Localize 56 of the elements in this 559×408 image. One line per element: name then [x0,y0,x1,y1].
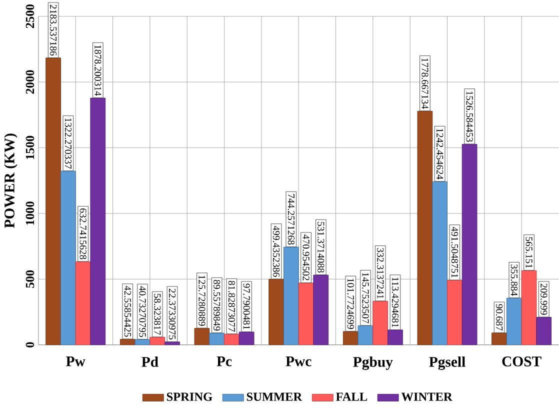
data-label: 22.37330975 [168,288,176,340]
data-label: 2183.537186 [50,5,57,56]
y-tick-label: 2000 [26,70,34,94]
bar [388,330,403,346]
data-label: 101.7724699 [347,278,354,330]
data-label: 125.7280889 [198,276,206,326]
bar [120,339,136,346]
x-tick-label: Pwc [286,356,312,367]
x-tick-label: Pgsell [429,356,466,370]
data-label: 90.687 [496,304,503,331]
data-label: 332.3137241 [377,248,384,299]
bar [238,332,254,346]
data-label: 499.4352386 [272,226,280,278]
bar [164,342,180,346]
data-label: 81.82873077 [228,281,236,332]
bar [224,334,240,346]
data-label: 1778.667134 [422,58,428,110]
data-label: 1242.454624 [436,129,444,180]
bar [150,337,166,346]
x-tick-label: Pw [66,356,86,367]
data-label: 42.55854425 [124,286,131,337]
y-axis-title: POWER (KW) [4,134,18,228]
x-tick-label: Pc [216,356,232,367]
x-tick-label: Pgbuy [353,356,393,370]
legend-label: FALL [336,392,368,402]
data-label: 209.999 [540,284,548,315]
y-tick-label: 1000 [26,202,34,225]
bar [194,328,210,346]
y-tick-label: 2500 [26,4,34,28]
data-label: 491.5048751 [451,227,458,278]
bar [342,331,358,346]
data-label: 40.73270795 [139,286,146,338]
data-label: 632.7415628 [80,208,86,260]
legend-label: SPRING [166,392,212,402]
bar [134,339,150,346]
x-tick-label: Pd [142,356,158,368]
legend-label: WINTER [401,392,452,402]
data-label: 470.954502 [302,234,310,281]
data-label: 355.884 [510,264,518,296]
x-tick-label: COST [502,356,542,367]
y-tick-label: 1500 [26,136,34,160]
data-label: 1526.584453 [466,92,473,142]
data-label: 113.4294681 [392,278,399,328]
data-label: 58.323817 [154,294,161,336]
data-label: 565.151 [526,237,532,268]
data-label: 145.7523507 [362,273,369,324]
data-label: 531.3714088 [318,222,324,273]
data-label: 744.2571268 [288,194,294,245]
data-label: 97.7900481 [243,284,250,330]
data-label: 1322.270337 [64,118,72,169]
data-label: 89.55789849 [214,280,220,331]
bar [209,333,225,346]
y-tick-label: 500 [26,270,34,288]
legend-label: SUMMER [246,392,302,402]
data-label: 1878.200314 [94,46,102,96]
y-tick-label: 0 [26,342,34,348]
